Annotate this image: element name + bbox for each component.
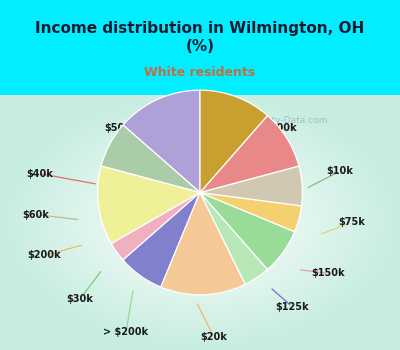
Text: White residents: White residents	[144, 66, 256, 79]
Text: $50k: $50k	[104, 123, 132, 133]
Text: $150k: $150k	[311, 268, 345, 278]
Text: $30k: $30k	[66, 294, 94, 304]
Text: $20k: $20k	[200, 332, 228, 342]
Wedge shape	[111, 193, 200, 260]
Wedge shape	[200, 193, 268, 284]
Wedge shape	[161, 193, 245, 295]
Wedge shape	[123, 90, 200, 192]
Wedge shape	[101, 125, 200, 192]
Wedge shape	[200, 193, 302, 232]
Text: $100k: $100k	[263, 123, 297, 133]
Text: $60k: $60k	[22, 210, 50, 219]
Text: Income distribution in Wilmington, OH
(%): Income distribution in Wilmington, OH (%…	[35, 21, 365, 54]
Wedge shape	[200, 116, 299, 192]
Text: > $200k: > $200k	[104, 327, 148, 337]
Wedge shape	[200, 193, 295, 270]
Wedge shape	[200, 166, 302, 206]
Wedge shape	[123, 193, 200, 287]
Wedge shape	[98, 166, 200, 244]
Text: $10k: $10k	[326, 166, 354, 176]
Text: $200k: $200k	[27, 251, 61, 260]
Text: $125k: $125k	[275, 302, 309, 312]
Text: $75k: $75k	[338, 217, 366, 227]
Text: City-Data.com: City-Data.com	[257, 116, 327, 125]
Text: $40k: $40k	[26, 169, 54, 179]
Wedge shape	[200, 90, 268, 192]
